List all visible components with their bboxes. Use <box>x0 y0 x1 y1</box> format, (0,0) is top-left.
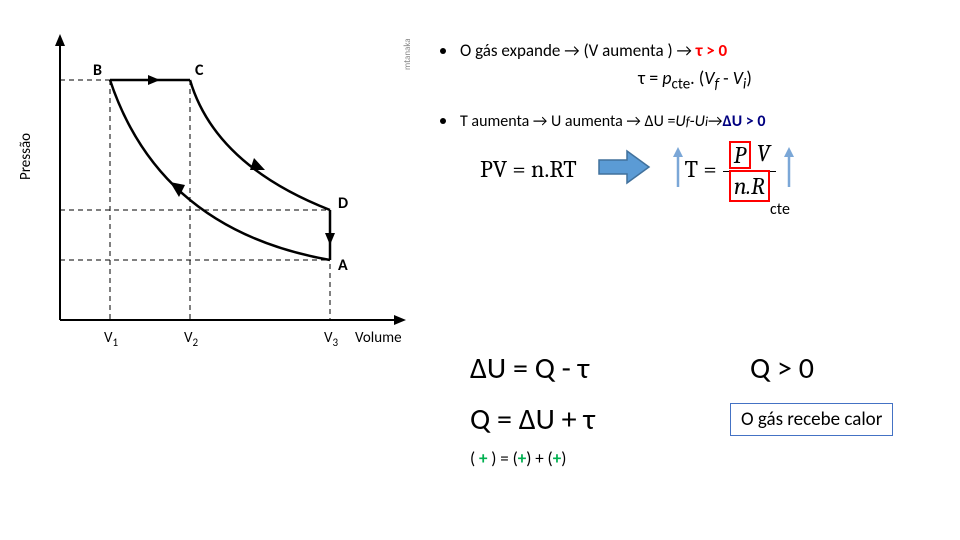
dashed-guides <box>60 80 330 320</box>
pv-diagram: mtanaka Pressão Volume <box>10 30 420 350</box>
x-axis-arrowhead <box>394 315 406 325</box>
bullet2-text: T aumenta → U aumenta → ΔU = <box>460 112 675 131</box>
cycle-path <box>110 80 330 260</box>
x-axis-label: Volume <box>355 329 402 347</box>
t-fraction: T = P V n.R <box>685 141 776 198</box>
up-arrow-icon <box>782 145 796 194</box>
svg-text:V3: V3 <box>324 329 339 349</box>
bullet-dot-icon <box>440 118 446 124</box>
bullet1-tau: τ > 0 <box>696 40 727 61</box>
cte-label: cte <box>750 200 810 219</box>
q-eq: Q = ΔU + τ <box>470 401 700 438</box>
du-eq: ΔU = Q - τ <box>470 350 700 387</box>
up-arrow-icon <box>671 145 685 194</box>
q-gt-zero: Q > 0 <box>750 350 814 387</box>
bullet-dot-icon <box>440 48 446 54</box>
formula-line: PV = n.RT T = P V n.R <box>440 141 950 198</box>
y-axis-arrowhead <box>55 34 65 46</box>
point-c-label: C <box>195 61 204 80</box>
bullet2-du: ΔU > 0 <box>722 112 765 131</box>
heat-box: O gás recebe calor <box>730 403 893 436</box>
point-a-label: A <box>338 256 348 275</box>
bullet1-text: O gás expande → (V aumenta ) → <box>460 40 692 61</box>
lower-equations: ΔU = Q - τ Q > 0 Q = ΔU + τ O gás recebe… <box>470 350 950 469</box>
tau-equation: τ = pcte. (Vf - Vi) <box>440 67 950 94</box>
boxed-nr: n.R <box>729 170 770 202</box>
svg-text:V1: V1 <box>104 329 119 349</box>
signs-line: ( + ) = (+) + (+) <box>470 448 950 469</box>
boxed-p: P <box>729 141 751 169</box>
point-d-label: D <box>338 194 348 213</box>
point-b-label: B <box>93 61 102 80</box>
du-row: ΔU = Q - τ Q > 0 <box>470 350 950 387</box>
q-row: Q = ΔU + τ O gás recebe calor <box>470 401 950 438</box>
x-tick-labels: V1 V2 V3 <box>104 329 339 349</box>
bullet-1: O gás expande → (V aumenta ) → τ > 0 <box>440 40 950 61</box>
bullet-2: T aumenta → U aumenta → ΔU = Uf - Ui → Δ… <box>440 112 950 131</box>
y-axis-label: Pressão <box>17 133 35 180</box>
right-panel: O gás expande → (V aumenta ) → τ > 0 τ =… <box>440 40 950 219</box>
pv-equation: PV = n.RT <box>480 155 577 183</box>
svg-text:V2: V2 <box>184 329 199 349</box>
pv-diagram-svg: mtanaka Pressão Volume <box>10 30 420 360</box>
big-arrow-icon <box>595 148 653 191</box>
watermark-text: mtanaka <box>402 38 413 70</box>
